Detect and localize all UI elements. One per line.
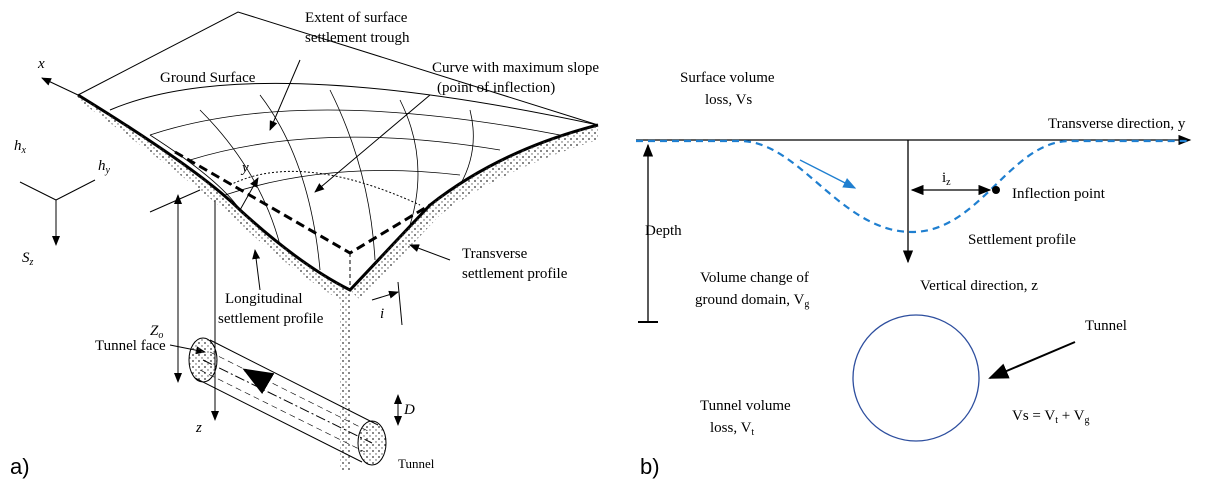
text-part: t	[751, 427, 754, 438]
panel-a-labels: x Ground Surface Extent of surface settl…	[10, 10, 599, 479]
longitudinal-line-1: Longitudinal	[225, 291, 303, 307]
text-part: o	[158, 330, 163, 341]
text-part: h	[98, 158, 106, 174]
panel-b-labels: Surface volume loss, Vs Transverse direc…	[640, 70, 1186, 479]
text-part: g	[1085, 415, 1090, 426]
longitudinal-line-2: settlement profile	[218, 311, 324, 327]
tunnel-loss-line-1: Tunnel volume	[700, 398, 791, 414]
equation: Vs = Vt + Vg	[1012, 408, 1090, 426]
iz-label: iz	[942, 170, 951, 188]
sz-label: Sz	[22, 250, 34, 268]
tunnel-label: Tunnel	[398, 456, 435, 471]
panel-b-drawing	[636, 134, 1192, 442]
text-part: Z	[150, 323, 159, 339]
transverse-line-2: settlement profile	[462, 266, 568, 282]
hy-label: hy	[98, 158, 111, 176]
tunnel-face: Tunnel face	[95, 338, 166, 354]
text-part: i	[942, 170, 946, 186]
text-part: + V	[1058, 408, 1085, 424]
text-part: S	[22, 250, 30, 266]
text-part: loss, V	[710, 420, 752, 436]
volume-change-line-2: ground domain, Vg	[695, 292, 809, 310]
text-part: Vs = V	[1012, 408, 1055, 424]
text-part: x	[21, 145, 27, 156]
tunnel-label: Tunnel	[1085, 318, 1127, 334]
y-axis-label: y	[240, 160, 249, 176]
surface-loss-line-1: Surface volume	[680, 70, 775, 86]
d-label: D	[403, 402, 415, 418]
panel-a-drawing	[19, 11, 599, 470]
panel-label: b)	[640, 454, 660, 479]
panel-label: a)	[10, 454, 30, 479]
depth-label: Depth	[645, 223, 682, 239]
settlement-profile: Settlement profile	[968, 232, 1076, 248]
text-part: z	[29, 257, 34, 268]
z-axis-label: z	[195, 420, 202, 436]
text-part: z	[946, 177, 951, 188]
text-part: t	[1055, 415, 1058, 426]
surface-loss-line-2: loss, Vs	[705, 92, 752, 108]
ground-surface: Ground Surface	[160, 70, 256, 86]
text-part: ground domain, V	[695, 292, 804, 308]
text-part: y	[105, 165, 111, 176]
curve-line-1: Curve with maximum slope	[432, 60, 599, 76]
i-label: i	[380, 306, 384, 322]
transverse-direction: Transverse direction, y	[1048, 116, 1186, 132]
hx-label: hx	[14, 138, 27, 156]
x-axis-label: x	[37, 56, 45, 72]
curve-line-2: (point of inflection)	[437, 80, 555, 96]
extent-line-2: settlement trough	[305, 30, 410, 46]
text-part: g	[804, 299, 809, 310]
tunnel-loss-line-2: loss, Vt	[710, 420, 754, 438]
vertical-direction: Vertical direction, z	[920, 278, 1038, 294]
transverse-line-1: Transverse	[462, 246, 528, 262]
volume-change-line-1: Volume change of	[700, 270, 809, 286]
extent-line-1: Extent of surface	[305, 10, 408, 26]
inflection-point: Inflection point	[1012, 186, 1106, 202]
z0-label: Zo	[150, 323, 163, 341]
text-part: h	[14, 138, 22, 154]
